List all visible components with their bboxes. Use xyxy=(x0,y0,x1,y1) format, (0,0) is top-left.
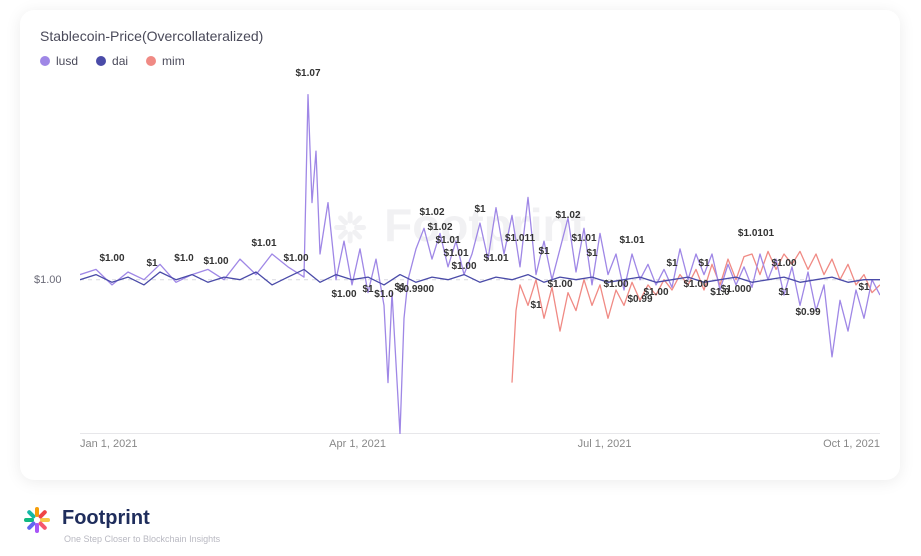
legend-label: lusd xyxy=(56,54,78,68)
legend-label: mim xyxy=(162,54,185,68)
chart-title: Stablecoin-Price(Overcollateralized) xyxy=(40,28,880,44)
legend-label: dai xyxy=(112,54,128,68)
chart-plot-area: Footprint $1.00$1.00$1$1.0$1.00$1.01$1.0… xyxy=(40,74,880,434)
legend-item-dai[interactable]: dai xyxy=(96,54,128,68)
x-axis: Jan 1, 2021 Apr 1, 2021 Jul 1, 2021 Oct … xyxy=(40,438,880,450)
y-ref-label: $1.00 xyxy=(34,274,62,286)
tagline: One Step Closer to Blockchain Insights xyxy=(64,534,220,544)
chart-legend: lusd dai mim xyxy=(40,54,880,68)
x-tick: Oct 1, 2021 xyxy=(823,438,880,450)
chart-svg xyxy=(80,74,880,434)
legend-swatch xyxy=(146,56,156,66)
footer: Footprint One Step Closer to Blockchain … xyxy=(26,504,220,544)
x-tick: Jul 1, 2021 xyxy=(578,438,632,450)
brand-text: Footprint xyxy=(62,507,150,530)
brand: Footprint xyxy=(26,504,220,532)
chart-card: Stablecoin-Price(Overcollateralized) lus… xyxy=(20,10,900,480)
legend-swatch xyxy=(40,56,50,66)
legend-item-lusd[interactable]: lusd xyxy=(40,54,78,68)
legend-swatch xyxy=(96,56,106,66)
legend-item-mim[interactable]: mim xyxy=(146,54,185,68)
x-tick: Jan 1, 2021 xyxy=(80,438,138,450)
brand-burst-icon xyxy=(26,504,54,532)
x-tick: Apr 1, 2021 xyxy=(329,438,386,450)
